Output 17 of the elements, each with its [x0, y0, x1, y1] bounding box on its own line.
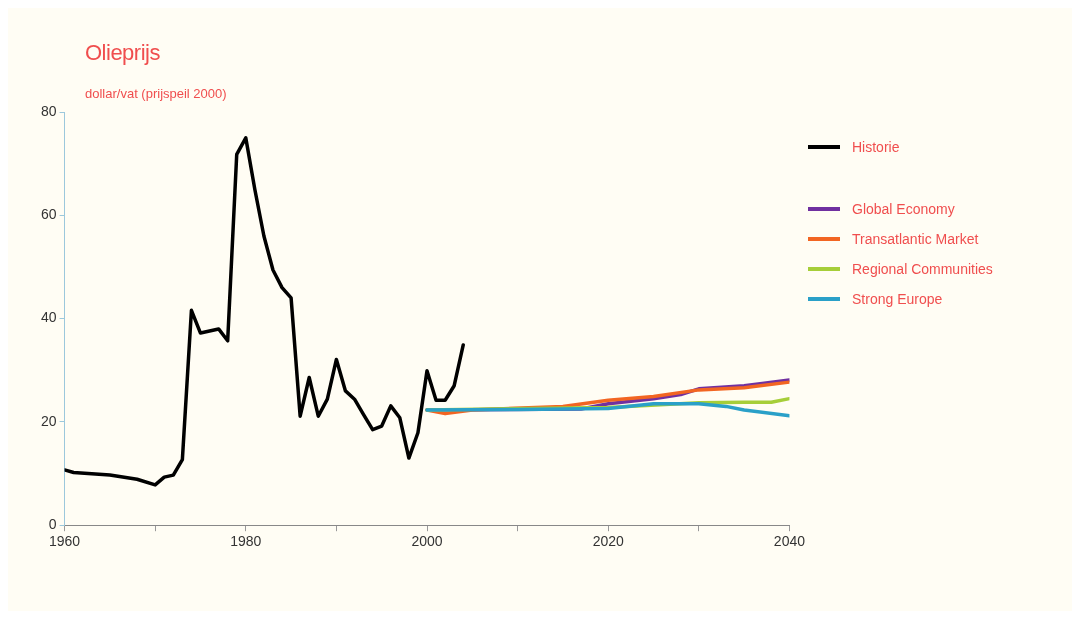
legend-label: Historie — [852, 139, 900, 155]
chart-subtitle: dollar/vat (prijspeil 2000) — [85, 86, 227, 101]
legend-label: Regional Communities — [852, 261, 993, 277]
x-tick-label: 1960 — [48, 533, 81, 550]
x-tick-label: 2040 — [773, 533, 806, 550]
y-tick-label: 80 — [40, 102, 57, 119]
chart-title: Olieprijs — [85, 40, 160, 66]
y-tick-label: 60 — [40, 206, 57, 223]
y-tick-label: 20 — [40, 412, 57, 429]
y-tick-label: 0 — [48, 516, 57, 533]
legend-label: Strong Europe — [852, 291, 943, 307]
y-tick-label: 40 — [40, 309, 57, 326]
legend-label: Transatlantic Market — [852, 231, 979, 247]
x-tick-label: 2000 — [411, 533, 443, 550]
legend-label: Global Economy — [852, 201, 955, 217]
x-tick-label: 1980 — [230, 533, 262, 550]
x-tick-label: 2020 — [592, 533, 624, 550]
